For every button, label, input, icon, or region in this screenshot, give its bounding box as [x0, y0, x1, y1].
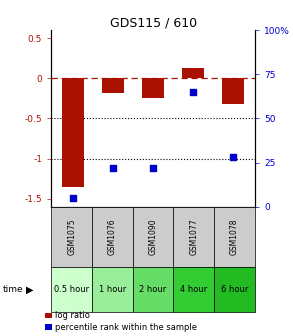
Text: 0.5 hour: 0.5 hour [54, 285, 89, 294]
Bar [51, 267, 92, 312]
Bar [62, 78, 84, 186]
Bar [102, 78, 124, 93]
Text: GSM1090: GSM1090 [149, 218, 158, 255]
Bar [133, 267, 173, 312]
Text: 6 hour: 6 hour [221, 285, 248, 294]
Bar [214, 267, 255, 312]
Legend: log ratio, percentile rank within the sample: log ratio, percentile rank within the sa… [45, 311, 197, 332]
Point [191, 89, 195, 95]
Bar [182, 68, 204, 78]
Bar [173, 207, 214, 267]
Bar [51, 207, 92, 267]
Title: GDS115 / 610: GDS115 / 610 [110, 16, 197, 29]
Text: time: time [3, 285, 23, 294]
Text: GSM1075: GSM1075 [67, 218, 76, 255]
Text: 4 hour: 4 hour [180, 285, 207, 294]
Bar [214, 207, 255, 267]
Bar [173, 267, 214, 312]
Text: ▶: ▶ [26, 285, 34, 295]
Text: GSM1077: GSM1077 [189, 218, 198, 255]
Text: 2 hour: 2 hour [139, 285, 167, 294]
Text: GSM1076: GSM1076 [108, 218, 117, 255]
Point [231, 155, 235, 160]
Bar [222, 78, 244, 104]
Point [111, 165, 115, 171]
Bar [92, 267, 133, 312]
Bar [92, 207, 133, 267]
Text: 1 hour: 1 hour [99, 285, 126, 294]
Bar [133, 207, 173, 267]
Bar [142, 78, 164, 98]
Text: GSM1078: GSM1078 [230, 219, 239, 255]
Point [71, 195, 76, 201]
Point [151, 165, 156, 171]
